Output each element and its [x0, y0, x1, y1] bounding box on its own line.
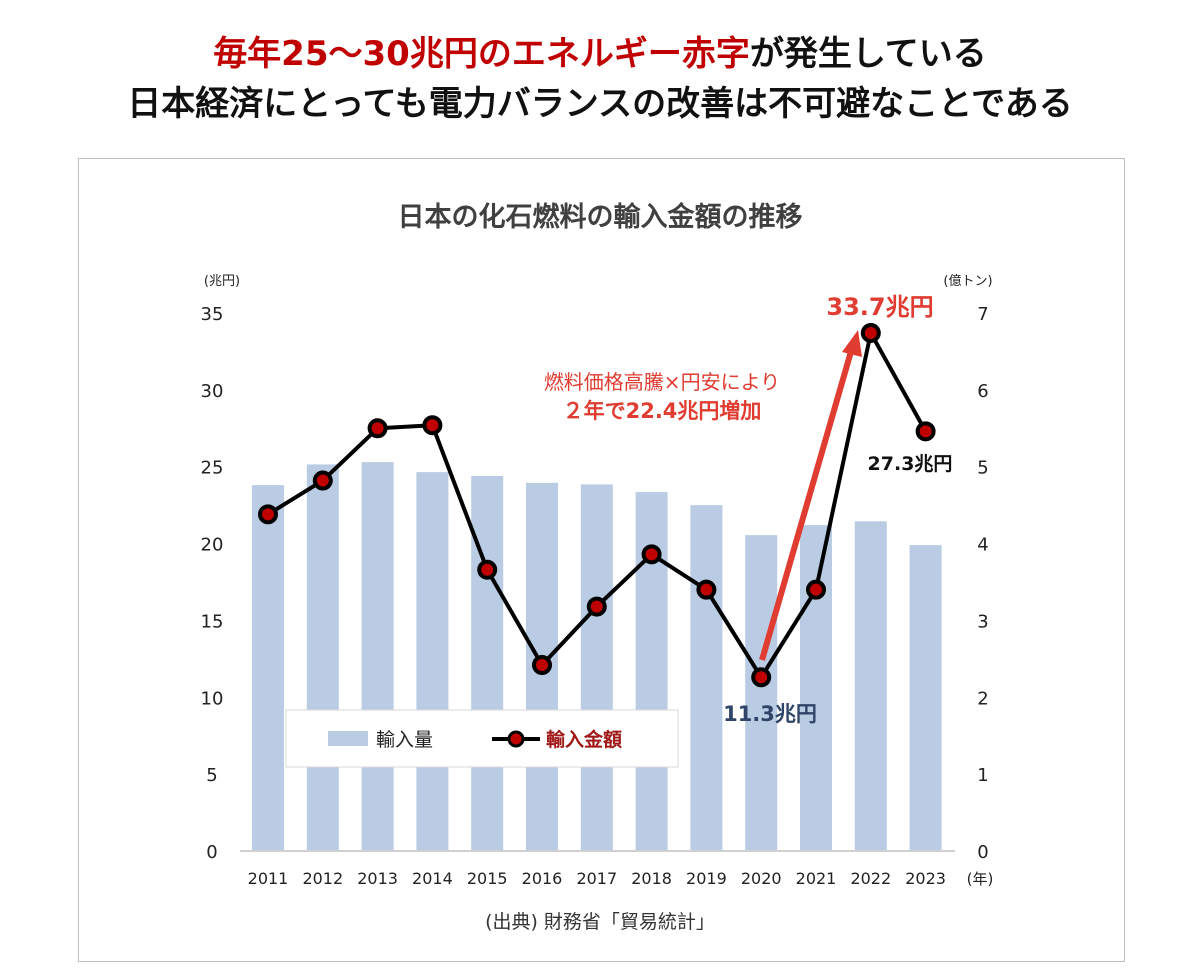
- headline-line-1: 毎年25〜30兆円のエネルギー赤字が発生している: [0, 26, 1200, 75]
- right-tick-label: 2: [977, 688, 988, 709]
- point-2014: [422, 415, 443, 436]
- point-2018: [641, 544, 662, 565]
- point-2015: [477, 559, 498, 580]
- peak-label: 33.7兆円: [826, 293, 933, 321]
- x-tick-label: 2013: [357, 869, 398, 888]
- legend-line-label: 輸入金額: [546, 728, 622, 751]
- bar-2017: [580, 484, 613, 851]
- right-tick-label: 1: [977, 765, 988, 786]
- increase-arrow: [759, 347, 855, 661]
- x-tick-label: 2020: [741, 869, 782, 888]
- bar-2015: [471, 475, 504, 851]
- headline-black-part: が発生している: [749, 34, 987, 74]
- x-tick-label: 2012: [302, 869, 343, 888]
- point-2021: [806, 579, 826, 600]
- right-tick-label: 0: [977, 842, 988, 863]
- left-axis-unit: (兆円): [204, 274, 240, 289]
- source-note: (出典) 財務省「貿易統計」: [485, 911, 715, 933]
- x-axis-unit: (年): [967, 870, 994, 888]
- left-tick-label: 5: [206, 765, 217, 786]
- point-2019: [696, 579, 717, 600]
- low-label: 11.3兆円: [723, 702, 817, 726]
- point-2012: [312, 470, 333, 491]
- legend-bar-label: 輸入量: [376, 729, 433, 751]
- x-tick-label: 2021: [796, 869, 837, 888]
- right-axis-unit: (億トン): [943, 273, 992, 289]
- legend-bar-swatch: [328, 731, 368, 746]
- point-2022: [860, 322, 881, 343]
- right-tick-label: 6: [977, 381, 988, 402]
- left-tick-label: 20: [201, 535, 224, 556]
- left-tick-label: 10: [201, 688, 224, 709]
- right-tick-label: 7: [977, 304, 988, 325]
- x-tick-label: 2023: [905, 869, 946, 888]
- headline-line-2: 日本経済にとっても電力バランスの改善は不可避なことである: [127, 84, 1073, 124]
- x-tick-label: 2015: [467, 869, 508, 888]
- latest-label: 27.3兆円: [868, 453, 953, 475]
- x-tick-label: 2016: [522, 869, 563, 888]
- x-tick-label: 2019: [686, 869, 727, 888]
- point-2023: [915, 421, 936, 442]
- left-tick-label: 0: [206, 842, 217, 863]
- headline-red-part: 毎年25〜30兆円のエネルギー赤字: [213, 34, 750, 74]
- point-2020: [751, 667, 772, 688]
- x-tick-label: 2017: [576, 869, 617, 888]
- left-tick-label: 35: [201, 304, 224, 325]
- point-2011: [258, 504, 278, 525]
- right-tick-label: 5: [977, 458, 988, 479]
- left-tick-label: 15: [201, 611, 224, 632]
- x-tick-label: 2018: [631, 869, 672, 888]
- point-2017: [586, 596, 607, 617]
- bar-2020: [745, 535, 778, 851]
- note-line-1: 燃料価格高騰×円安により: [544, 370, 780, 394]
- bar-2022: [854, 521, 887, 851]
- bar-2014: [416, 472, 449, 851]
- increase-arrow-head: [842, 330, 862, 357]
- bar-2023: [909, 545, 942, 851]
- chart-title: 日本の化石燃料の輸入金額の推移: [398, 201, 803, 233]
- bar-2013: [361, 462, 394, 851]
- bar-2021: [800, 525, 832, 851]
- right-tick-label: 3: [977, 611, 988, 632]
- bar-2012: [306, 464, 339, 851]
- note-line-2: ２年で22.4兆円増加: [563, 399, 762, 423]
- x-tick-label: 2022: [850, 869, 891, 888]
- bar-2011: [252, 485, 284, 851]
- legend-line-marker: [507, 730, 525, 748]
- point-2016: [532, 655, 552, 676]
- point-2013: [367, 418, 388, 439]
- left-tick-label: 25: [201, 458, 224, 479]
- left-tick-label: 30: [201, 381, 224, 402]
- right-tick-label: 4: [977, 535, 988, 556]
- bar-2019: [690, 505, 723, 851]
- x-tick-label: 2011: [248, 869, 289, 888]
- chart-frame: [78, 158, 1125, 962]
- x-tick-label: 2014: [412, 869, 453, 888]
